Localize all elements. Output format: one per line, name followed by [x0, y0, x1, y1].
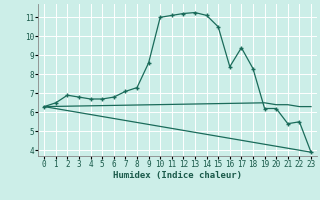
X-axis label: Humidex (Indice chaleur): Humidex (Indice chaleur)	[113, 171, 242, 180]
